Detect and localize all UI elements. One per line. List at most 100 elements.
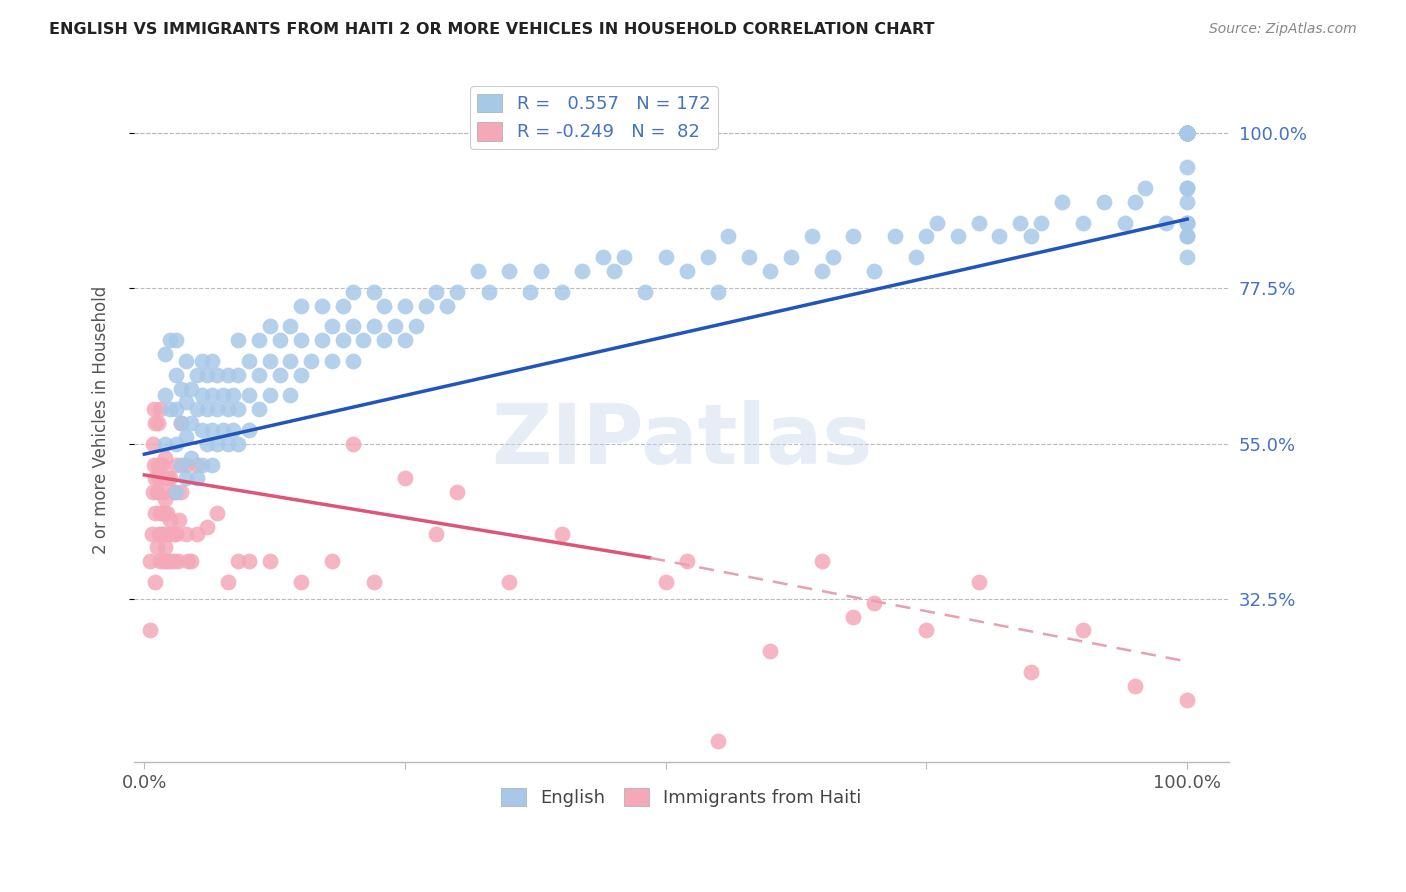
Point (150, 458, 173, 472)
Point (180, 554, 202, 568)
Point (1092, 194, 1115, 209)
Point (290, 575, 312, 590)
Point (259, 388, 281, 402)
Point (1071, 216, 1094, 230)
Point (247, 333, 270, 347)
Point (280, 388, 302, 402)
Point (759, 644, 782, 658)
Point (655, 250, 678, 264)
Y-axis label: 2 or more Vehicles in Household: 2 or more Vehicles in Household (93, 285, 110, 554)
Point (149, 458, 172, 472)
Point (321, 554, 343, 568)
Point (373, 333, 395, 347)
Point (363, 575, 385, 590)
Point (143, 506, 166, 520)
Point (967, 216, 990, 230)
Point (155, 347, 177, 361)
Point (884, 229, 907, 244)
Point (321, 319, 343, 334)
Point (1114, 216, 1136, 230)
Point (707, 734, 730, 748)
Point (363, 319, 385, 334)
Point (157, 526, 180, 541)
Point (174, 458, 197, 472)
Point (165, 368, 187, 382)
Point (1175, 229, 1198, 244)
Point (1071, 624, 1094, 638)
Point (707, 285, 730, 299)
Point (290, 333, 312, 347)
Point (148, 471, 170, 485)
Point (1175, 126, 1198, 140)
Point (226, 402, 249, 417)
Point (186, 458, 208, 472)
Point (174, 395, 197, 409)
Point (1175, 126, 1198, 140)
Point (155, 541, 177, 555)
Point (1175, 216, 1198, 230)
Point (211, 388, 233, 402)
Point (780, 250, 803, 264)
Point (1175, 216, 1198, 230)
Point (165, 526, 187, 541)
Point (180, 382, 202, 396)
Point (190, 423, 212, 437)
Point (155, 450, 177, 465)
Point (759, 264, 782, 278)
Point (1175, 216, 1198, 230)
Point (967, 575, 990, 590)
Point (842, 229, 865, 244)
Point (290, 299, 312, 313)
Point (1175, 250, 1198, 264)
Point (613, 250, 636, 264)
Point (519, 285, 541, 299)
Point (170, 382, 193, 396)
Point (436, 299, 458, 313)
Point (247, 402, 270, 417)
Point (195, 368, 218, 382)
Text: ENGLISH VS IMMIGRANTS FROM HAITI 2 OR MORE VEHICLES IN HOUSEHOLD CORRELATION CHA: ENGLISH VS IMMIGRANTS FROM HAITI 2 OR MO… (49, 22, 935, 37)
Point (138, 554, 160, 568)
Point (143, 575, 166, 590)
Point (1019, 665, 1042, 679)
Point (195, 437, 218, 451)
Point (1175, 161, 1198, 175)
Point (863, 264, 886, 278)
Point (177, 554, 200, 568)
Point (152, 526, 174, 541)
Point (226, 437, 249, 451)
Point (946, 229, 969, 244)
Point (311, 333, 333, 347)
Point (186, 402, 208, 417)
Point (550, 285, 572, 299)
Point (550, 526, 572, 541)
Point (186, 471, 208, 485)
Point (498, 264, 520, 278)
Point (165, 437, 187, 451)
Point (915, 624, 938, 638)
Point (222, 423, 245, 437)
Point (352, 333, 374, 347)
Point (602, 264, 624, 278)
Point (373, 299, 395, 313)
Point (217, 368, 239, 382)
Text: Source: ZipAtlas.com: Source: ZipAtlas.com (1209, 22, 1357, 37)
Point (446, 485, 468, 500)
Point (467, 264, 489, 278)
Point (592, 250, 614, 264)
Point (269, 333, 291, 347)
Point (1050, 194, 1073, 209)
Point (905, 250, 928, 264)
Point (156, 506, 179, 520)
Point (162, 554, 184, 568)
Point (150, 506, 173, 520)
Point (299, 354, 322, 368)
Point (165, 458, 187, 472)
Point (675, 264, 697, 278)
Point (1175, 126, 1198, 140)
Point (342, 319, 364, 334)
Point (149, 554, 172, 568)
Point (149, 402, 172, 417)
Point (290, 368, 312, 382)
Point (1175, 126, 1198, 140)
